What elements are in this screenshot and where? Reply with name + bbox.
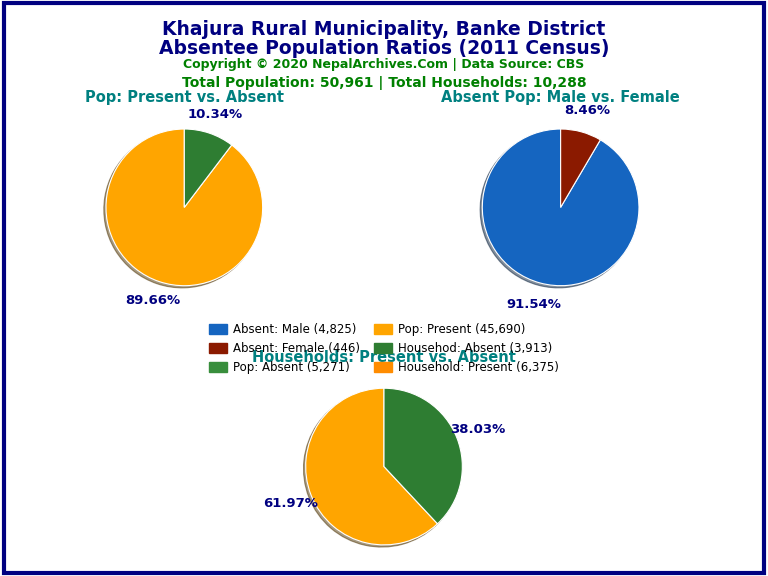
Legend: Absent: Male (4,825), Absent: Female (446), Pop: Absent (5,271), Pop: Present (4: Absent: Male (4,825), Absent: Female (44… <box>204 319 564 378</box>
Wedge shape <box>306 388 438 545</box>
Text: 10.34%: 10.34% <box>188 108 243 121</box>
Wedge shape <box>106 129 263 286</box>
Text: 89.66%: 89.66% <box>125 294 180 306</box>
Title: Pop: Present vs. Absent: Pop: Present vs. Absent <box>84 90 284 105</box>
Text: 8.46%: 8.46% <box>564 104 610 117</box>
Wedge shape <box>184 129 232 207</box>
Text: Copyright © 2020 NepalArchives.Com | Data Source: CBS: Copyright © 2020 NepalArchives.Com | Dat… <box>184 58 584 71</box>
Wedge shape <box>482 129 639 286</box>
Wedge shape <box>561 129 601 207</box>
Text: Absentee Population Ratios (2011 Census): Absentee Population Ratios (2011 Census) <box>159 39 609 58</box>
Text: 61.97%: 61.97% <box>263 497 318 510</box>
Text: 38.03%: 38.03% <box>449 423 505 436</box>
Text: 91.54%: 91.54% <box>507 298 561 310</box>
Title: Households: Present vs. Absent: Households: Present vs. Absent <box>252 350 516 365</box>
Title: Absent Pop: Male vs. Female: Absent Pop: Male vs. Female <box>442 90 680 105</box>
Text: Khajura Rural Municipality, Banke District: Khajura Rural Municipality, Banke Distri… <box>162 20 606 39</box>
Wedge shape <box>384 388 462 524</box>
Text: Total Population: 50,961 | Total Households: 10,288: Total Population: 50,961 | Total Househo… <box>182 76 586 90</box>
